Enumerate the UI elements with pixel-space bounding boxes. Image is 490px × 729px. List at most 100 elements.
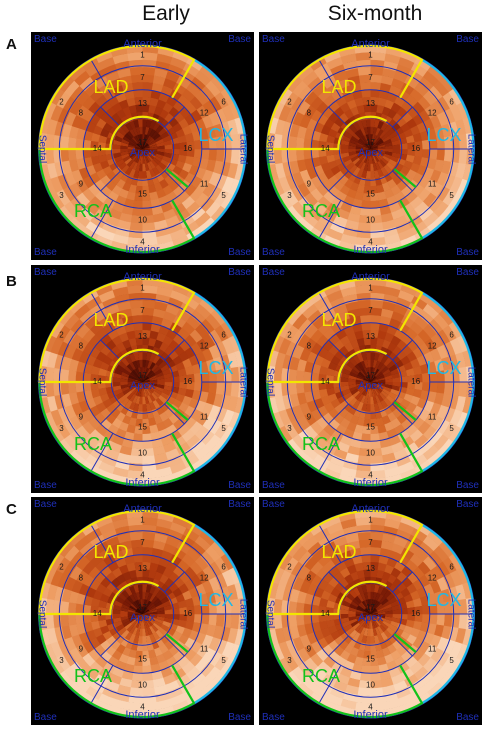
lateral-label: Lateral (237, 367, 248, 398)
inferior-label: Inferior (125, 244, 160, 256)
anterior-label: Anterior (351, 38, 390, 50)
segment-number: 8 (79, 108, 84, 117)
base-label: Base (34, 712, 57, 723)
septal-label: Septal (36, 600, 47, 628)
segment-number: 4 (368, 238, 373, 247)
uptake-heatmap (266, 509, 475, 719)
segment-number: 2 (287, 330, 292, 339)
segment-number: 5 (449, 424, 454, 433)
segment-number: 10 (366, 215, 375, 224)
grid-spoke (318, 433, 342, 473)
segment-number: 3 (287, 191, 292, 200)
bullseye-plot: 1234567891011121314151617AnteriorInferio… (36, 271, 248, 489)
segment-number: 5 (449, 656, 454, 665)
rca-label: RCA (74, 666, 112, 686)
segment-number: 14 (321, 609, 330, 618)
rca-label: RCA (74, 201, 112, 221)
base-label: Base (228, 480, 251, 491)
row-label-a: A (6, 36, 17, 53)
segment-number: 9 (79, 645, 84, 654)
grid-spoke (392, 339, 413, 361)
column-title-early: Early (142, 2, 190, 25)
segment-number: 9 (307, 180, 312, 189)
grid-spoke (90, 665, 114, 705)
base-label: Base (262, 34, 285, 45)
base-label: Base (262, 480, 285, 491)
segment-number: 6 (449, 330, 454, 339)
grid-spoke (392, 106, 413, 128)
grid-spoke (328, 170, 349, 192)
segment-number: 9 (79, 180, 84, 189)
lad-inner-boundary (337, 115, 388, 150)
lcx-label: LCX (426, 590, 461, 610)
rca-inner-boundary (393, 401, 417, 421)
segment-number: 7 (368, 73, 373, 82)
lateral-label: Lateral (237, 134, 248, 165)
grid-spoke (318, 58, 342, 98)
lad-lcx-boundary (171, 58, 196, 99)
rca-territory-outline (38, 148, 195, 254)
anterior-label: Anterior (351, 271, 390, 283)
septal-label: Septal (36, 135, 47, 163)
segment-number: 4 (140, 238, 145, 247)
inferior-label: Inferior (353, 244, 388, 256)
segment-number: 15 (138, 654, 147, 663)
grid-spoke (392, 170, 413, 192)
segment-number: 13 (138, 99, 147, 108)
segment-number: 16 (183, 377, 192, 386)
segment-number: 3 (287, 656, 292, 665)
segment-number: 6 (449, 562, 454, 571)
polar-map-row-b-six-month: 1 2 3 4 5 6 7 8 9 10 11 12 13 14 15 16 17 Anterior Inferio… (259, 265, 482, 493)
apex-label: Apex (130, 380, 156, 392)
lad-label: LAD (93, 77, 128, 97)
segment-number: 4 (140, 703, 145, 712)
orientation-labels: Anterior Inferior Apex Septal Lateral LAD LCX R… (36, 271, 248, 489)
grid-spoke (164, 339, 185, 361)
grid-spoke (164, 170, 185, 192)
grid-spoke (90, 291, 114, 331)
lad-territory-outline (38, 277, 195, 383)
segment-number: 2 (287, 562, 292, 571)
uptake-heatmap (38, 277, 247, 487)
anterior-label: Anterior (123, 503, 162, 515)
base-label: Base (262, 247, 285, 258)
polar-map-row-c-six-month: 1 2 3 4 5 6 7 8 9 10 11 12 13 14 15 16 17 Anterior Inferio… (259, 497, 482, 725)
lateral-label: Lateral (465, 134, 476, 165)
apex-label: Apex (358, 380, 384, 392)
segment-number: 12 (200, 108, 209, 117)
grid-spoke (100, 403, 121, 425)
grid-spoke (164, 571, 185, 593)
segment-number: 1 (140, 284, 145, 293)
grid-spoke (90, 200, 114, 240)
lateral-label: Lateral (465, 599, 476, 630)
segment-number: 1 (368, 51, 373, 60)
lateral-label: Lateral (237, 599, 248, 630)
grid-spoke (392, 571, 413, 593)
polar-map-row-c-early: 1 2 3 4 5 6 7 8 9 10 11 12 13 14 15 16 17 Anterior Inferio… (31, 497, 254, 725)
segment-number: 12 (200, 573, 209, 582)
apex-label: Apex (358, 147, 384, 159)
segment-number: 7 (140, 73, 145, 82)
segment-number: 11 (428, 180, 437, 189)
segment-number: 4 (368, 471, 373, 480)
base-label: Base (228, 712, 251, 723)
lcx-territory-outline (193, 523, 247, 705)
orientation-labels: Anterior Inferior Apex Septal Lateral LAD LCX R… (264, 271, 476, 489)
segment-number: 1 (140, 51, 145, 60)
base-label: Base (34, 480, 57, 491)
bullseye-plot: 1234567891011121314151617AnteriorInferio… (264, 271, 476, 489)
lcx-label: LCX (426, 358, 461, 378)
lad-inner-boundary (109, 348, 160, 383)
segment-number: 5 (221, 424, 226, 433)
rca-territory-outline (266, 613, 423, 719)
segment-number: 15 (366, 654, 375, 663)
segment-number: 7 (140, 306, 145, 315)
segment-number: 6 (221, 562, 226, 571)
rca-territory-outline (38, 613, 195, 719)
segment-number: 3 (59, 424, 64, 433)
segment-number: 12 (200, 341, 209, 350)
grid-spoke (100, 170, 121, 192)
lad-lcx-boundary (399, 291, 424, 332)
base-label: Base (34, 34, 57, 45)
